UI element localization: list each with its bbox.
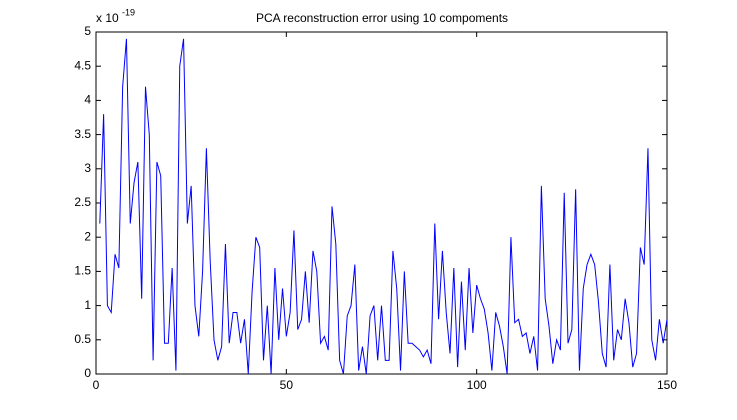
data-line: [99, 38, 668, 375]
axis-multiplier: x 10: [96, 11, 119, 25]
y-tick-label: 5: [84, 24, 91, 38]
x-tick-label: 100: [467, 378, 487, 392]
x-tick-label: 150: [657, 378, 677, 392]
y-tick-label: 0.5: [74, 332, 91, 346]
y-tick-label: 4.5: [74, 58, 91, 72]
axis-exponent: -19: [122, 7, 135, 17]
y-tick-label: 2: [84, 229, 91, 243]
x-tick-label: 50: [280, 378, 294, 392]
y-tick-label: 0: [84, 366, 91, 380]
y-tick-label: 3: [84, 161, 91, 175]
chart-title: PCA reconstruction error using 10 compom…: [256, 11, 508, 25]
y-tick-label: 1.5: [74, 264, 91, 278]
y-tick-label: 1: [84, 298, 91, 312]
x-tick-label: 0: [93, 378, 100, 392]
y-tick-label: 3.5: [74, 127, 91, 141]
y-tick-label: 4: [84, 93, 91, 107]
y-tick-label: 2.5: [74, 195, 91, 209]
